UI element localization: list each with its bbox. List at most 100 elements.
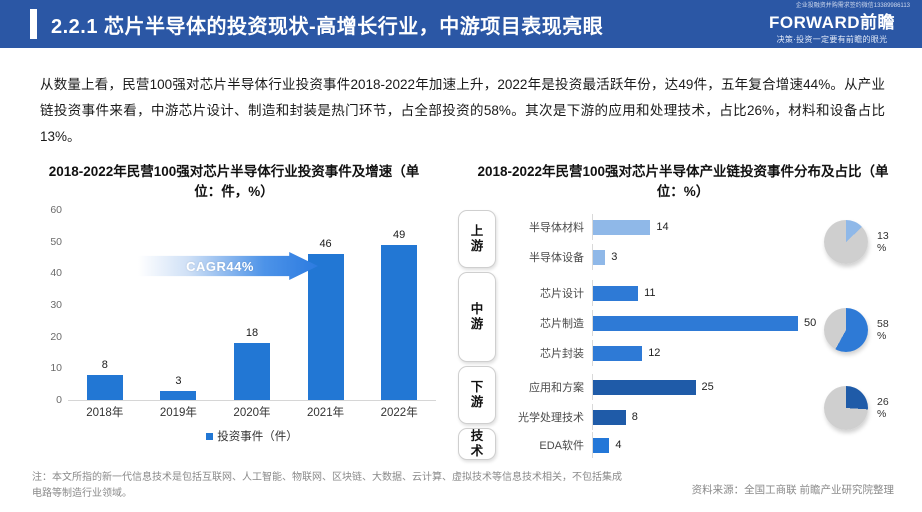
chain-bar-label: 芯片制造 (540, 318, 584, 330)
bar[interactable] (86, 374, 123, 400)
chain-bar-track: 3 (592, 244, 828, 270)
chain-bar-track: 8 (592, 404, 828, 430)
x-axis-label: 2018年 (86, 407, 124, 419)
logo-tagline: 决策·投资一定要有前瞻的眼光 (776, 35, 888, 44)
bar-column[interactable]: 8 (72, 210, 138, 400)
chain-bar[interactable] (593, 285, 639, 301)
contact-micro-text: 企业投融资并购需求签约微信13389986113 (795, 3, 910, 9)
chain-bar-row[interactable]: 光学处理技术 8 (498, 404, 828, 430)
share-pie-item[interactable]: 26% (824, 386, 889, 430)
chain-group-box: 中游 (458, 272, 496, 362)
chain-bar-value: 11 (644, 287, 656, 299)
chain-bar-label: 芯片封装 (540, 348, 584, 360)
pie-percent-number: 26 (877, 396, 889, 408)
chain-bar[interactable] (593, 219, 651, 235)
chain-bar-label: 光学处理技术 (518, 412, 584, 424)
y-axis-tick: 10 (50, 362, 62, 375)
x-axis-label: 2022年 (380, 407, 418, 419)
pie-percent-number: 13 (877, 230, 889, 242)
legend-label: 投资事件（件） (217, 431, 298, 443)
bar-column[interactable]: 18 (219, 210, 285, 400)
chain-bar[interactable] (593, 437, 610, 453)
chain-bar-track: 50 (592, 310, 828, 336)
pie-value-label: 26% (877, 396, 889, 420)
chain-group-label: 上游 (470, 224, 484, 253)
chain-group-box: 上游 (458, 210, 496, 268)
page-title: 2.2.1 芯片半导体的投资现状-高增长行业，中游项目表现亮眼 (51, 15, 604, 38)
chain-bar-row[interactable]: 芯片设计 11 (498, 280, 828, 306)
x-axis-label: 2019年 (159, 407, 197, 419)
y-axis-tick: 40 (50, 267, 62, 280)
bar-value-label: 3 (175, 374, 182, 387)
page-header: 2.2.1 芯片半导体的投资现状-高增长行业，中游项目表现亮眼 企业投融资并购需… (0, 0, 922, 48)
chain-bar-value: 12 (648, 347, 661, 359)
bar[interactable] (381, 244, 418, 400)
y-axis-tick: 30 (50, 299, 62, 311)
chain-bar-label: 应用和方案 (529, 382, 584, 394)
y-axis-tick: 60 (50, 204, 62, 216)
right-chart-title: 2018-2022年民营100强对芯片半导体产业链投资事件分布及占比（单位：%） (477, 164, 889, 199)
chain-bar-track: 14 (592, 214, 828, 240)
logo-wordmark: FORWARD前瞻 (768, 13, 895, 32)
x-axis-label: 2020年 (233, 407, 271, 419)
chain-bar-row[interactable]: EDA软件 4 (498, 432, 828, 458)
pie-percent-unit: % (877, 408, 887, 420)
chain-bar[interactable] (593, 249, 606, 265)
bar-value-label: 18 (245, 327, 259, 339)
chain-bar-label: 芯片设计 (540, 288, 584, 300)
y-axis-tick: 50 (50, 235, 62, 248)
x-axis-label: 2021年 (307, 407, 345, 419)
chain-bar-track: 11 (592, 280, 828, 306)
share-pie-group: 13% 58% 26% (824, 208, 922, 458)
share-pie-item[interactable]: 13% (824, 220, 889, 264)
cagr-annotation-arrow: CAGR44% (138, 252, 318, 280)
bar-column[interactable]: 3 (145, 210, 211, 400)
left-chart-panel: 2018-2022年民营100强对芯片半导体行业投资事件及增速（单位：件，%） … (28, 162, 440, 462)
cagr-annotation-label: CAGR44% (186, 258, 254, 274)
bar-column[interactable]: 46 (292, 210, 358, 400)
chain-bar-track: 4 (592, 432, 828, 458)
value-chain-chart: 上游中游下游技术 半导体材料 14 半导体设备 3 芯片设计 11 芯片制造 50 芯片封装 12… (452, 208, 914, 460)
chain-bar-track: 25 (592, 374, 828, 400)
chain-bar-row[interactable]: 芯片封装 12 (498, 340, 828, 366)
chain-bar-value: 14 (656, 221, 669, 233)
chain-group-label: 下游 (470, 380, 484, 409)
pie-chart (824, 386, 868, 430)
bar-chart-investment-events: 0 10 20 30 40 50 60 8 3 18 46 49 CAGR44% 2018年 2019… (28, 204, 440, 443)
chain-bar-track: 12 (592, 340, 828, 366)
bar[interactable] (307, 254, 344, 400)
chain-group-boxes: 上游 中游 下游 技术 (456, 208, 500, 460)
chain-group-label: 中游 (470, 302, 484, 331)
pie-percent-unit: % (877, 242, 887, 254)
chain-bar[interactable] (593, 345, 643, 361)
pie-value-label: 13% (877, 230, 889, 254)
chain-bar-row[interactable]: 应用和方案 25 (498, 374, 828, 400)
legend-swatch-icon (206, 432, 214, 440)
pie-chart (824, 220, 868, 264)
header-accent-bar (30, 9, 37, 39)
bar[interactable] (160, 390, 197, 400)
intro-paragraph: 从数量上看，民营100强对芯片半导体行业投资事件2018-2022年加速上升，2… (40, 77, 885, 144)
chain-group-label: 技术 (470, 429, 484, 458)
bar-column[interactable]: 49 (366, 210, 432, 400)
chain-bar-label: 半导体设备 (529, 252, 584, 264)
bar-value-label: 8 (101, 358, 108, 371)
chain-group-box: 技术 (458, 428, 496, 460)
chain-bar-row[interactable]: 半导体设备 3 (498, 244, 828, 270)
chain-bar-row[interactable]: 芯片制造 50 (498, 310, 828, 336)
pie-value-label: 58% (877, 318, 889, 342)
y-axis: 0 10 20 30 40 50 60 (28, 204, 68, 406)
y-axis-tick: 20 (50, 330, 62, 343)
chain-group-box: 下游 (458, 366, 496, 424)
right-chart-panel: 2018-2022年民营100强对芯片半导体产业链投资事件分布及占比（单位：%）… (452, 162, 914, 472)
chain-bar[interactable] (593, 379, 696, 395)
chain-bar[interactable] (593, 409, 626, 425)
bar[interactable] (233, 343, 270, 400)
chain-bar-value: 8 (631, 411, 638, 423)
pie-percent-number: 58 (877, 318, 889, 330)
chain-bar-row[interactable]: 半导体材料 14 (498, 214, 828, 240)
chain-bar-value: 3 (611, 251, 618, 263)
share-pie-item[interactable]: 58% (824, 308, 889, 352)
chain-bar[interactable] (593, 315, 798, 331)
